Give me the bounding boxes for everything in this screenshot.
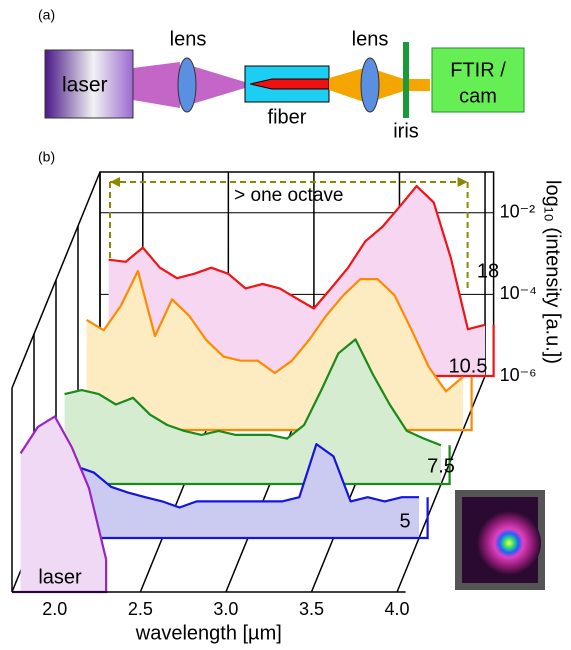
laser-box (44, 49, 134, 119)
detector-label: FTIR / (450, 59, 506, 81)
laser-label: laser (62, 74, 108, 97)
layer-frame (78, 376, 473, 432)
x-tick-label: 3.0 (213, 599, 238, 619)
trace-line (108, 185, 486, 331)
y-tick-label: 10⁻⁶ (500, 365, 537, 385)
lens-label: lens (352, 28, 389, 50)
series-label: 18 (477, 260, 499, 282)
panel-label: (a) (38, 7, 55, 23)
y-tick-label: 10⁻² (500, 202, 536, 222)
trace-fill (20, 416, 107, 592)
fiber-label: fiber (268, 106, 307, 128)
setup-diagram: (a) laser lens fiber lens iris FTIR / ca… (38, 7, 525, 142)
annotation: > one octave (234, 185, 343, 206)
beam-profile-inset (455, 490, 545, 590)
detector-label: cam (459, 85, 497, 107)
beam (192, 66, 245, 104)
x-tick-label: 3.5 (299, 599, 324, 619)
iris-label: iris (393, 120, 419, 142)
layer-frame (56, 445, 451, 486)
lens (360, 57, 380, 113)
y-tick-label: 10⁻⁴ (500, 283, 537, 303)
x-axis-label: wavelength [µm] (135, 622, 282, 644)
y-axis-label: log₁₀ (intensity [a.u.]) (542, 180, 564, 364)
waterfall-plot: 10⁻⁶ 10⁻⁴ 10⁻² 2.0 2.5 3.0 3.5 4.0 > one octave 1… (11, 171, 564, 644)
trace-line (19, 415, 108, 560)
trace-line (42, 430, 419, 509)
series-label: 5 (399, 510, 410, 532)
lens (177, 57, 197, 113)
beam-spot (477, 511, 541, 575)
beam (329, 68, 364, 102)
series-label: 7.5 (427, 455, 455, 477)
series-label: laser (38, 566, 82, 588)
x-tick-label: 2.0 (42, 599, 67, 619)
annotation-arrowhead (457, 177, 468, 187)
trace-line (64, 338, 442, 447)
trace-fill (64, 339, 442, 484)
lens-label: lens (170, 28, 207, 50)
panel-label: (b) (38, 149, 55, 165)
iris (403, 42, 409, 118)
annotation-arrowhead (110, 177, 120, 187)
x-tick-label: 2.5 (128, 599, 153, 619)
beam (133, 62, 180, 108)
x-tick-label: 4.0 (385, 599, 410, 619)
trace-fill (42, 431, 420, 538)
detector-box (431, 47, 525, 113)
layer-frame (34, 497, 429, 540)
series-label: 10.5 (449, 355, 488, 377)
trace-line (86, 269, 464, 393)
